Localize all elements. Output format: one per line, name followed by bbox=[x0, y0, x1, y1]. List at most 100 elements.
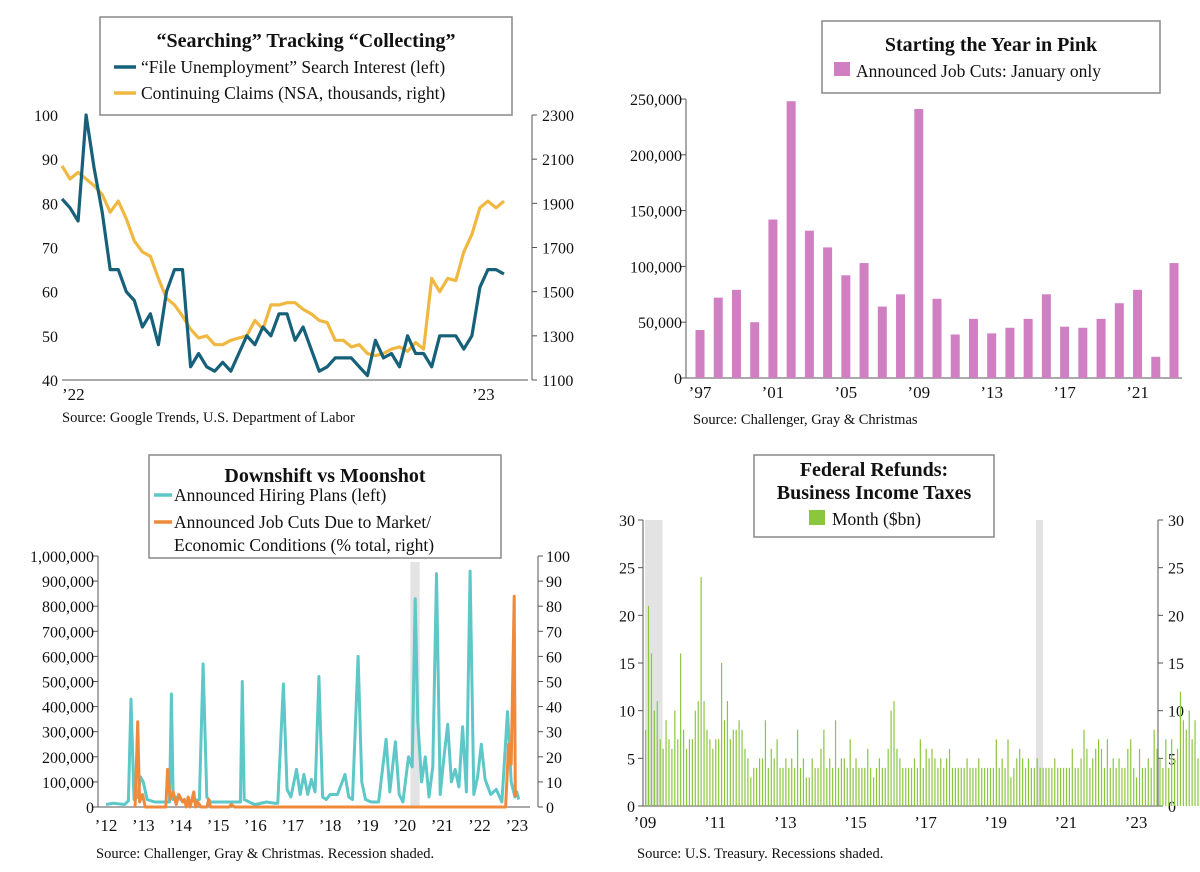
bar-month bbox=[931, 748, 933, 806]
x-tick-label: ’15 bbox=[844, 813, 867, 832]
bar-month bbox=[1159, 758, 1161, 806]
bar-month bbox=[770, 748, 772, 806]
x-tick-label: ’17 bbox=[281, 816, 304, 835]
y-left-tick-label: 600,000 bbox=[42, 649, 94, 666]
bar-month bbox=[1045, 767, 1047, 806]
bar-month bbox=[978, 758, 980, 806]
bar-month bbox=[788, 767, 790, 806]
bar-2008 bbox=[896, 294, 906, 378]
bar-month bbox=[691, 739, 693, 806]
bar-month bbox=[709, 739, 711, 806]
y-left-tick-label: 400,000 bbox=[42, 700, 94, 717]
legend-label: “File Unemployment” Search Interest (lef… bbox=[141, 57, 445, 77]
bar-month bbox=[706, 729, 708, 806]
bar-2018 bbox=[1078, 327, 1088, 378]
bar-month bbox=[963, 767, 965, 806]
bar-month bbox=[677, 739, 679, 806]
bar-month bbox=[832, 767, 834, 806]
bar-month bbox=[750, 777, 752, 806]
y-left-tick-label: 25 bbox=[619, 561, 635, 578]
y-left-tick-label: 50 bbox=[42, 329, 58, 346]
chart-1: 40 50 60 70 80 90 100 1100 1300 1500 1700 1900 2100 2… bbox=[34, 16, 574, 426]
bar-month bbox=[785, 758, 787, 806]
bar-month bbox=[647, 605, 650, 806]
bar-month bbox=[764, 720, 767, 806]
bar-month bbox=[1168, 767, 1170, 806]
bar-month bbox=[650, 653, 653, 806]
x-tick-label: ’19 bbox=[984, 813, 1007, 832]
bar-month bbox=[910, 767, 913, 806]
bar-month bbox=[662, 748, 664, 806]
y-right-tick-label: 20 bbox=[1168, 608, 1184, 625]
y-right-tick-label: 40 bbox=[546, 700, 562, 717]
legend-box bbox=[148, 454, 502, 559]
bar-month bbox=[966, 758, 968, 806]
bar-month bbox=[1083, 729, 1085, 806]
bar-month bbox=[995, 739, 997, 806]
bar-month bbox=[776, 739, 778, 806]
legend-box bbox=[821, 20, 1161, 94]
bar-month bbox=[849, 739, 851, 806]
bar-month bbox=[893, 701, 895, 806]
y-right-tick-label: 15 bbox=[1168, 656, 1184, 673]
bar-2015 bbox=[1023, 318, 1033, 378]
x-tick-label: ’11 bbox=[704, 813, 726, 832]
x-tick-label: ’13 bbox=[132, 816, 155, 835]
y-right-tick-label: 30 bbox=[1168, 513, 1184, 530]
legend-box bbox=[99, 16, 513, 116]
bar-month bbox=[703, 701, 705, 806]
bar-month bbox=[937, 767, 939, 806]
x-tick-label: ’23 bbox=[472, 385, 495, 404]
bar-month bbox=[922, 767, 924, 806]
bar-1997 bbox=[695, 330, 705, 378]
y-right-tick-label: 60 bbox=[546, 649, 562, 666]
bar-month bbox=[756, 767, 758, 806]
recession-shade bbox=[1036, 520, 1044, 806]
bar-2003 bbox=[804, 230, 814, 378]
bar-month bbox=[1127, 748, 1129, 806]
y-tick-label: 150,000 bbox=[630, 204, 682, 221]
bar-month bbox=[1153, 729, 1155, 806]
bar-month bbox=[878, 758, 881, 806]
bar-month bbox=[858, 767, 860, 806]
y-left-tick-label: 15 bbox=[619, 656, 635, 673]
bar-month bbox=[1179, 691, 1182, 806]
bar-month bbox=[758, 758, 761, 806]
bar-month bbox=[700, 577, 702, 806]
x-tick-label: ’13 bbox=[774, 813, 797, 832]
x-tick-label: ’17 bbox=[1053, 383, 1076, 402]
bar-month bbox=[773, 758, 775, 806]
bar-month bbox=[694, 710, 696, 806]
x-tick-label: ’19 bbox=[356, 816, 379, 835]
y-right-tick-label: 2100 bbox=[542, 152, 574, 169]
bar-month bbox=[1039, 767, 1041, 806]
legend-label: Continuing Claims (NSA, thousands, right… bbox=[141, 83, 445, 103]
y-tick-label: 100,000 bbox=[630, 259, 682, 276]
bar-month bbox=[1118, 758, 1120, 806]
bar-month bbox=[753, 767, 755, 806]
legend-swatch bbox=[834, 62, 850, 76]
bar-month bbox=[954, 767, 956, 806]
bar-month bbox=[1124, 767, 1126, 806]
chart-title-line: Business Income Taxes bbox=[777, 482, 972, 504]
bar-month bbox=[998, 767, 1000, 806]
bar-2000 bbox=[750, 322, 760, 378]
bar-month bbox=[720, 663, 723, 806]
bar-month bbox=[1057, 767, 1059, 806]
bar-month bbox=[732, 729, 734, 806]
bar-1999 bbox=[731, 289, 741, 378]
bar-month bbox=[1150, 767, 1152, 806]
bar-month bbox=[747, 758, 749, 806]
y-right-tick-label: 50 bbox=[546, 675, 562, 692]
bar-month bbox=[653, 710, 655, 806]
y-left-tick-label: 40 bbox=[42, 373, 58, 390]
bar-month bbox=[834, 720, 837, 806]
bar-month bbox=[794, 767, 796, 806]
y-left-tick-label: 20 bbox=[619, 608, 635, 625]
legend-label: Announced Job Cuts Due to Market/Economi… bbox=[174, 512, 434, 555]
bar-2009 bbox=[914, 109, 924, 378]
bar-month bbox=[1054, 758, 1056, 806]
bar-month bbox=[1188, 710, 1190, 806]
bar-month bbox=[799, 767, 802, 806]
bar-month bbox=[1112, 758, 1114, 806]
